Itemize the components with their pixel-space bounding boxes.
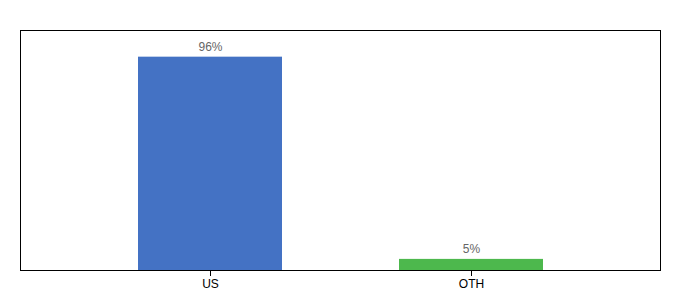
svg-text:US: US	[202, 277, 219, 291]
svg-text:5%: 5%	[463, 242, 481, 256]
svg-text:96%: 96%	[198, 40, 222, 54]
svg-text:OTH: OTH	[459, 277, 484, 291]
